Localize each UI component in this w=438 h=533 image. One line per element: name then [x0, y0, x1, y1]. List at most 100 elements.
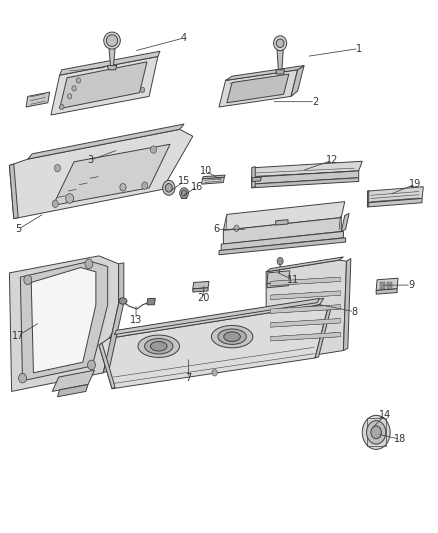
Polygon shape: [266, 260, 346, 362]
Polygon shape: [202, 175, 225, 179]
Circle shape: [120, 183, 126, 191]
Text: 9: 9: [408, 280, 414, 290]
Polygon shape: [193, 288, 208, 292]
Polygon shape: [227, 74, 289, 103]
Polygon shape: [376, 289, 397, 294]
Polygon shape: [252, 161, 362, 177]
Polygon shape: [60, 51, 160, 75]
Circle shape: [88, 360, 95, 369]
Polygon shape: [271, 305, 340, 313]
Ellipse shape: [106, 35, 118, 46]
Polygon shape: [52, 370, 95, 391]
Polygon shape: [31, 268, 96, 373]
Polygon shape: [20, 261, 108, 381]
Text: 20: 20: [198, 293, 210, 303]
Ellipse shape: [224, 332, 240, 342]
Polygon shape: [109, 298, 324, 338]
Polygon shape: [276, 220, 288, 225]
Polygon shape: [107, 66, 117, 70]
Circle shape: [212, 369, 217, 376]
Circle shape: [180, 188, 188, 198]
Polygon shape: [367, 198, 422, 207]
Polygon shape: [252, 166, 255, 188]
Circle shape: [141, 87, 145, 93]
Text: 13: 13: [130, 314, 142, 325]
Polygon shape: [193, 281, 209, 289]
Circle shape: [24, 275, 32, 285]
Circle shape: [234, 225, 239, 231]
Text: 14: 14: [379, 410, 391, 421]
Polygon shape: [266, 257, 343, 272]
Circle shape: [76, 78, 81, 83]
Polygon shape: [180, 192, 187, 198]
Polygon shape: [57, 384, 88, 397]
Text: 11: 11: [287, 275, 299, 285]
Polygon shape: [201, 177, 224, 184]
Polygon shape: [53, 144, 170, 205]
Circle shape: [54, 165, 60, 172]
Text: 3: 3: [87, 155, 93, 165]
Circle shape: [60, 104, 64, 110]
Ellipse shape: [218, 329, 246, 344]
Polygon shape: [277, 50, 283, 71]
Circle shape: [277, 257, 283, 265]
Text: 4: 4: [181, 33, 187, 43]
Ellipse shape: [119, 298, 127, 304]
Ellipse shape: [138, 335, 180, 358]
Polygon shape: [271, 277, 340, 286]
Polygon shape: [291, 66, 304, 96]
Circle shape: [362, 415, 390, 449]
Text: 2: 2: [312, 96, 318, 107]
Polygon shape: [10, 256, 119, 391]
Text: 1: 1: [356, 44, 362, 53]
Polygon shape: [103, 263, 124, 373]
Polygon shape: [390, 282, 392, 289]
Polygon shape: [223, 201, 345, 230]
Circle shape: [371, 426, 381, 439]
Polygon shape: [276, 70, 285, 74]
Polygon shape: [109, 49, 115, 67]
Polygon shape: [10, 164, 18, 219]
Polygon shape: [271, 291, 340, 300]
Polygon shape: [10, 130, 193, 219]
Text: 18: 18: [394, 434, 406, 445]
Ellipse shape: [276, 39, 284, 47]
Circle shape: [165, 183, 172, 192]
Polygon shape: [387, 282, 389, 289]
Polygon shape: [51, 56, 158, 115]
Polygon shape: [26, 92, 49, 107]
Text: 17: 17: [12, 330, 25, 341]
Circle shape: [66, 193, 74, 203]
Text: 5: 5: [15, 224, 21, 235]
Polygon shape: [99, 305, 327, 389]
Polygon shape: [267, 281, 289, 288]
Text: 10: 10: [200, 166, 212, 176]
Polygon shape: [271, 319, 340, 327]
Polygon shape: [99, 343, 115, 389]
Circle shape: [142, 182, 148, 189]
Polygon shape: [219, 238, 346, 255]
Circle shape: [67, 94, 72, 99]
Ellipse shape: [212, 326, 253, 348]
Polygon shape: [147, 298, 155, 305]
Circle shape: [162, 180, 175, 195]
Ellipse shape: [145, 338, 173, 354]
Text: 15: 15: [178, 176, 190, 187]
Circle shape: [367, 421, 386, 444]
Circle shape: [150, 146, 156, 154]
Ellipse shape: [274, 36, 287, 51]
Polygon shape: [226, 66, 304, 80]
Polygon shape: [60, 62, 147, 109]
Polygon shape: [252, 177, 359, 188]
Polygon shape: [252, 177, 261, 181]
Polygon shape: [343, 259, 351, 351]
Polygon shape: [341, 213, 349, 231]
Polygon shape: [376, 278, 398, 290]
Polygon shape: [271, 333, 340, 341]
Ellipse shape: [104, 32, 120, 49]
Text: 8: 8: [351, 306, 357, 317]
Circle shape: [52, 200, 58, 207]
Polygon shape: [383, 282, 385, 289]
Polygon shape: [367, 190, 369, 207]
Text: 16: 16: [191, 182, 203, 192]
